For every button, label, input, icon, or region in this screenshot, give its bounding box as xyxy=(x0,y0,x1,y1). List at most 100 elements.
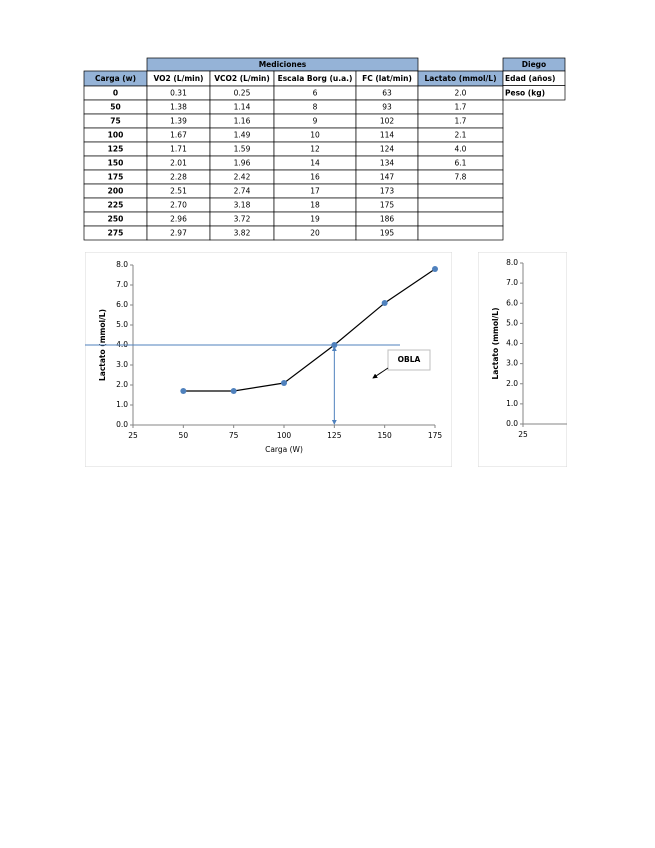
cell-text: 134 xyxy=(380,159,395,168)
x-tick-label: 25 xyxy=(128,431,138,440)
cell-text: Edad (años) xyxy=(505,74,555,83)
cell-text: 175 xyxy=(108,173,124,182)
y-tick-label: 4.0 xyxy=(506,339,518,348)
y-tick-label: 1.0 xyxy=(116,400,128,409)
y-tick-label: 8.0 xyxy=(506,258,518,267)
cell-text: 125 xyxy=(108,145,124,154)
y-tick-label: 2.0 xyxy=(506,379,518,388)
cell-text: FC (lat/min) xyxy=(362,74,412,83)
cell-text: 1.14 xyxy=(234,103,251,112)
x-tick-label: 25 xyxy=(518,430,528,439)
cell-text: 195 xyxy=(380,229,395,238)
y-tick-label: 7.0 xyxy=(116,280,128,289)
x-tick-label: 175 xyxy=(428,431,443,440)
cell-text: 2.0 xyxy=(455,89,467,98)
cell-text: 0.31 xyxy=(170,89,187,98)
cell-text: 1.71 xyxy=(170,145,187,154)
cell-text: 173 xyxy=(380,187,395,196)
cell-text: 18 xyxy=(310,201,320,210)
annotation-box xyxy=(387,349,431,371)
cell xyxy=(417,197,504,213)
cell-text: 2.97 xyxy=(170,229,187,238)
cell-text: 1.59 xyxy=(234,145,251,154)
data-point xyxy=(331,342,338,348)
cell-text: 3.82 xyxy=(234,229,251,238)
cell-text: 0 xyxy=(113,89,118,98)
data-point xyxy=(432,266,438,272)
cell-text: 1.49 xyxy=(234,131,251,140)
cell-text: 2.70 xyxy=(170,201,187,210)
x-tick-label: 150 xyxy=(378,431,393,440)
cell xyxy=(502,85,566,101)
chart: 0.01.02.03.04.05.06.07.08.025 50 75 100 125 1… xyxy=(85,252,452,467)
cell-text: 225 xyxy=(108,201,124,210)
cell-text: 114 xyxy=(380,131,395,140)
cell-text: 275 xyxy=(108,229,124,238)
cell-text: 19 xyxy=(310,215,320,224)
y-tick-label: 1.0 xyxy=(506,399,518,408)
cell-text: 1.7 xyxy=(455,117,467,126)
cell-text: 75 xyxy=(110,117,120,126)
annotation: OBLA xyxy=(398,355,421,364)
cell-text: 12 xyxy=(310,145,320,154)
cell-text: 8 xyxy=(313,103,318,112)
cell-text: 175 xyxy=(380,201,395,210)
cell-text: 147 xyxy=(380,173,395,182)
y-tick-label: 6.0 xyxy=(116,300,128,309)
x-tick-label: 100 xyxy=(277,431,292,440)
cell-text: Diego xyxy=(522,60,546,69)
cell-text: Mediciones xyxy=(259,60,307,69)
cell-text: 63 xyxy=(382,89,392,98)
cell-text: 3.18 xyxy=(234,201,251,210)
cell-text: 2.96 xyxy=(170,215,187,224)
cell-text: 1.39 xyxy=(170,117,187,126)
cell-text: 6.1 xyxy=(455,159,467,168)
cell-text: Peso (kg) xyxy=(505,88,545,97)
cell-text: Lactato (mmol/L) xyxy=(424,74,496,83)
cell-text: 186 xyxy=(380,215,395,224)
y-tick-label: 8.0 xyxy=(116,260,128,269)
cell-text: 250 xyxy=(108,215,124,224)
cell-text: Carga (w) xyxy=(95,74,136,83)
cell-text: 1.7 xyxy=(455,103,467,112)
y-axis-label: Lactato (mmol/L) xyxy=(491,307,500,379)
data-line xyxy=(183,268,436,392)
y-tick-label: 0.0 xyxy=(116,420,128,429)
cell-text: 93 xyxy=(382,103,392,112)
cell-text: 16 xyxy=(310,173,320,182)
cell-text: 102 xyxy=(380,117,395,126)
chart: 0.0 1.0 2.0 3.0 4.0 5.0 6.0 7.0 8.0 25 Lactato (mm… xyxy=(478,252,567,467)
cell xyxy=(417,225,504,241)
cell-text: 14 xyxy=(310,159,320,168)
x-tick-label: 50 xyxy=(179,431,189,440)
data-point xyxy=(230,388,237,394)
cell-text: 1.96 xyxy=(234,159,251,168)
y-tick-label: 5.0 xyxy=(506,318,518,327)
y-tick-label: 3.0 xyxy=(506,359,518,368)
y-tick-label: 7.0 xyxy=(506,278,518,287)
data-point xyxy=(180,388,187,394)
x-tick-label: 125 xyxy=(327,431,342,440)
cell-text: 2.28 xyxy=(170,173,187,182)
cell-text: 3.72 xyxy=(234,215,251,224)
y-tick-label: 3.0 xyxy=(116,360,128,369)
cell-text: 124 xyxy=(380,145,395,154)
x-tick-label: 75 xyxy=(229,431,239,440)
cell-text: 20 xyxy=(310,229,320,238)
cell-text: 4.0 xyxy=(455,145,467,154)
cell-text: 50 xyxy=(110,103,120,112)
cell-text: 9 xyxy=(313,117,318,126)
cell-text: 200 xyxy=(108,187,124,196)
cell-text: 150 xyxy=(108,159,124,168)
data-point xyxy=(281,380,287,386)
y-tick-label: 6.0 xyxy=(506,298,518,307)
cell-text: 6 xyxy=(313,89,318,98)
y-tick-label: 2.0 xyxy=(116,380,128,389)
y-tick-label: 0.0 xyxy=(506,419,518,428)
cell-text: 1.67 xyxy=(170,131,187,140)
cell-text: VO2 (L/min) xyxy=(154,74,204,83)
annotation-arrow xyxy=(372,367,389,379)
cell-text: 0.25 xyxy=(234,89,251,98)
cell xyxy=(417,211,504,227)
